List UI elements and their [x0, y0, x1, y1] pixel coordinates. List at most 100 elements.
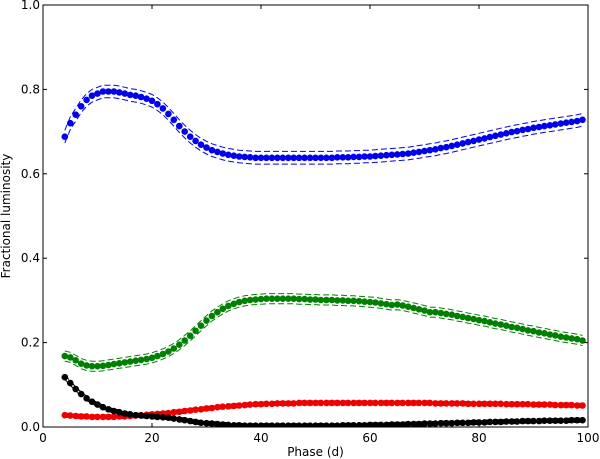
data-point: [72, 412, 79, 420]
data-point: [72, 385, 79, 393]
data-point: [83, 413, 90, 420]
data-point: [263, 422, 270, 427]
data-point: [328, 296, 336, 304]
data-point: [557, 120, 565, 127]
data-point: [503, 322, 510, 330]
data-point: [274, 422, 281, 427]
data-point: [301, 422, 308, 427]
data-point: [339, 399, 347, 407]
data-point: [192, 137, 199, 145]
data-point: [535, 123, 543, 131]
data-point: [497, 418, 505, 426]
x-axis-label: Phase (d): [287, 445, 344, 459]
data-point: [399, 421, 406, 427]
x-tick-label: 40: [253, 431, 268, 445]
data-point: [67, 354, 74, 361]
data-point: [334, 399, 341, 407]
data-point: [546, 122, 554, 129]
data-point: [383, 151, 390, 159]
data-point: [290, 400, 298, 407]
data-point: [552, 401, 559, 409]
data-point: [219, 150, 227, 157]
data-point: [181, 337, 188, 344]
data-point: [83, 96, 90, 104]
data-point: [350, 297, 357, 305]
data-point: [519, 325, 526, 333]
data-point: [235, 402, 243, 409]
data-point: [105, 361, 112, 369]
data-point: [61, 373, 69, 381]
data-point: [388, 399, 396, 407]
data-point: [361, 298, 368, 306]
y-axis-label: Fractional luminosity: [0, 154, 13, 279]
data-point: [268, 400, 276, 408]
data-point: [541, 330, 548, 337]
data-point: [67, 379, 74, 387]
data-point: [568, 401, 575, 409]
data-point: [530, 401, 537, 408]
data-point: [552, 121, 559, 128]
data-point: [306, 399, 314, 407]
data-point: [121, 410, 129, 417]
data-point: [137, 412, 145, 419]
data-point: [263, 400, 270, 408]
data-point: [77, 360, 85, 368]
data-point: [83, 395, 90, 402]
data-point: [350, 422, 357, 427]
data-point: [170, 415, 178, 422]
data-point: [366, 298, 374, 306]
data-point: [481, 419, 488, 426]
data-point: [372, 399, 379, 407]
data-point: [530, 124, 537, 132]
data-point: [246, 422, 254, 427]
data-point: [159, 350, 167, 358]
data-point: [186, 417, 194, 425]
data-point: [279, 400, 287, 407]
data-point: [470, 400, 477, 408]
data-point: [192, 406, 199, 414]
data-point: [573, 117, 581, 125]
data-point: [257, 295, 265, 303]
data-point: [110, 360, 118, 368]
data-point: [312, 154, 319, 162]
data-point: [88, 398, 96, 406]
data-point: [388, 151, 396, 159]
data-point: [203, 419, 210, 427]
data-point: [159, 105, 167, 112]
data-point: [377, 152, 385, 159]
data-point: [464, 138, 472, 146]
data-point: [355, 399, 363, 407]
data-point: [306, 422, 314, 427]
y-tick-label: 0.4: [21, 251, 40, 265]
data-point: [443, 310, 450, 318]
data-point: [61, 352, 69, 360]
data-point: [230, 422, 238, 427]
data-point: [99, 88, 107, 95]
data-point: [176, 122, 183, 130]
data-point: [230, 402, 238, 410]
data-point: [519, 417, 526, 425]
data-point: [225, 302, 232, 310]
data-point: [508, 323, 515, 331]
uncertainty-band-line: [64, 97, 583, 165]
data-point: [225, 421, 232, 427]
data-point: [492, 418, 499, 426]
data-point: [137, 356, 145, 364]
data-point: [399, 150, 407, 158]
data-point: [404, 303, 412, 311]
data-point: [246, 296, 254, 304]
data-point: [475, 400, 483, 408]
data-point: [61, 411, 69, 419]
data-point: [268, 154, 276, 162]
data-point: [492, 132, 499, 140]
data-point: [263, 295, 270, 303]
data-point: [361, 399, 368, 407]
data-point: [154, 413, 161, 421]
series-1: [61, 293, 586, 372]
data-point: [94, 90, 101, 97]
data-point: [306, 296, 314, 303]
data-point: [557, 401, 565, 409]
data-point: [176, 416, 183, 423]
data-point: [410, 399, 417, 407]
data-point: [116, 360, 123, 367]
